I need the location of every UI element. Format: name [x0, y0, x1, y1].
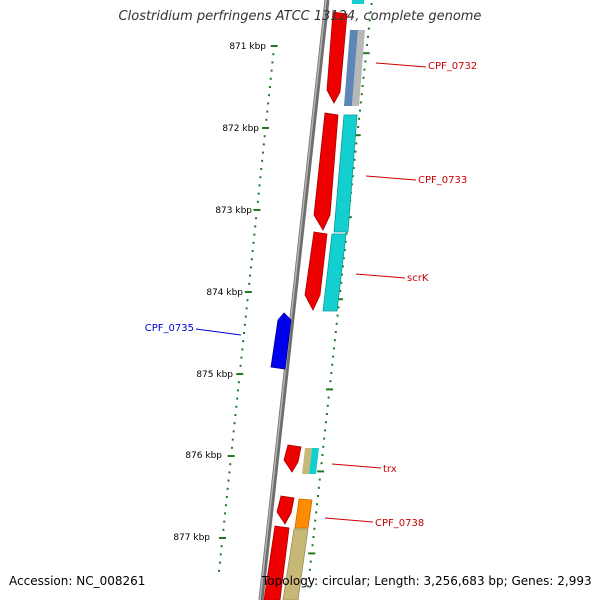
accession-label: Accession: NC_008261 — [9, 574, 146, 588]
backbone — [258, 0, 330, 600]
gene-arrow-reverse[interactable] — [270, 312, 292, 370]
scale-tick-label: 871 kbp — [229, 42, 266, 52]
gene-arrow-forward[interactable] — [326, 11, 348, 104]
gene-label-cpf-0732[interactable]: CPF_0732 — [428, 61, 477, 72]
gene-label-trx[interactable]: trx — [383, 464, 397, 475]
scale-tick-label: 872 kbp — [222, 124, 259, 134]
scale-tick-label: 876 kbp — [185, 451, 222, 461]
label-leader-line — [365, 175, 417, 181]
gene-arrow-forward[interactable] — [352, 0, 364, 4]
topology-summary: Topology: circular; Length: 3,256,683 bp… — [262, 574, 592, 588]
gene-label-cpf-0738[interactable]: CPF_0738 — [375, 518, 424, 529]
gene-arrow-forward[interactable] — [263, 525, 290, 600]
gene-arrow-forward[interactable] — [304, 231, 328, 311]
label-leader-line — [375, 62, 427, 68]
gene-label-scrk[interactable]: scrK — [407, 273, 429, 284]
scale-tick-label: 877 kbp — [173, 533, 210, 543]
gene-block-cyan[interactable] — [309, 448, 319, 474]
gene-labels: CPF_0732 CPF_0733 scrK CPF_0735 trx CPF_… — [145, 61, 477, 529]
scale-tick-label: 875 kbp — [196, 370, 233, 380]
inner-tick-track — [307, 3, 373, 588]
gene-block-cyan[interactable] — [333, 114, 358, 233]
map-title: Clostridium perfringens ATCC 13124, comp… — [118, 9, 482, 24]
gene-block-orange[interactable] — [294, 498, 313, 529]
label-leader-line — [195, 328, 242, 336]
gene-block-steel[interactable] — [344, 30, 358, 106]
gene-arrow-forward[interactable] — [313, 112, 339, 231]
scale-tick-labels: 871 kbp 872 kbp 873 kbp 874 kbp 875 kbp … — [173, 42, 266, 543]
outer-tick-track — [218, 45, 278, 572]
scale-tick-label: 874 kbp — [206, 288, 243, 298]
gene-features — [263, 0, 365, 600]
label-leader-line — [355, 273, 406, 279]
gene-label-cpf-0733[interactable]: CPF_0733 — [418, 175, 467, 186]
gene-arrow-forward[interactable] — [283, 444, 302, 473]
label-leader-line — [324, 517, 374, 523]
gene-block-cyan[interactable] — [322, 233, 347, 312]
gene-block-grey[interactable] — [352, 30, 365, 106]
gene-block-khaki[interactable] — [282, 528, 309, 600]
scale-tick-label: 873 kbp — [215, 206, 252, 216]
gene-block-khaki[interactable] — [302, 448, 312, 474]
gene-arrow-forward[interactable] — [276, 495, 295, 525]
gene-label-cpf-0735[interactable]: CPF_0735 — [145, 323, 194, 334]
label-leader-line — [331, 463, 382, 469]
